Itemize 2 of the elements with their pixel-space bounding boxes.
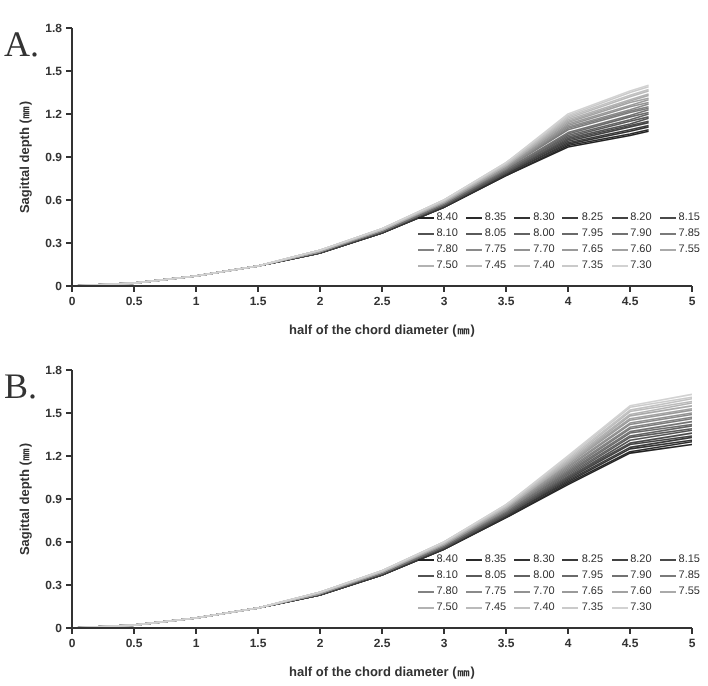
chart-title: A. [4, 24, 39, 66]
chart-title: B. [4, 366, 38, 408]
